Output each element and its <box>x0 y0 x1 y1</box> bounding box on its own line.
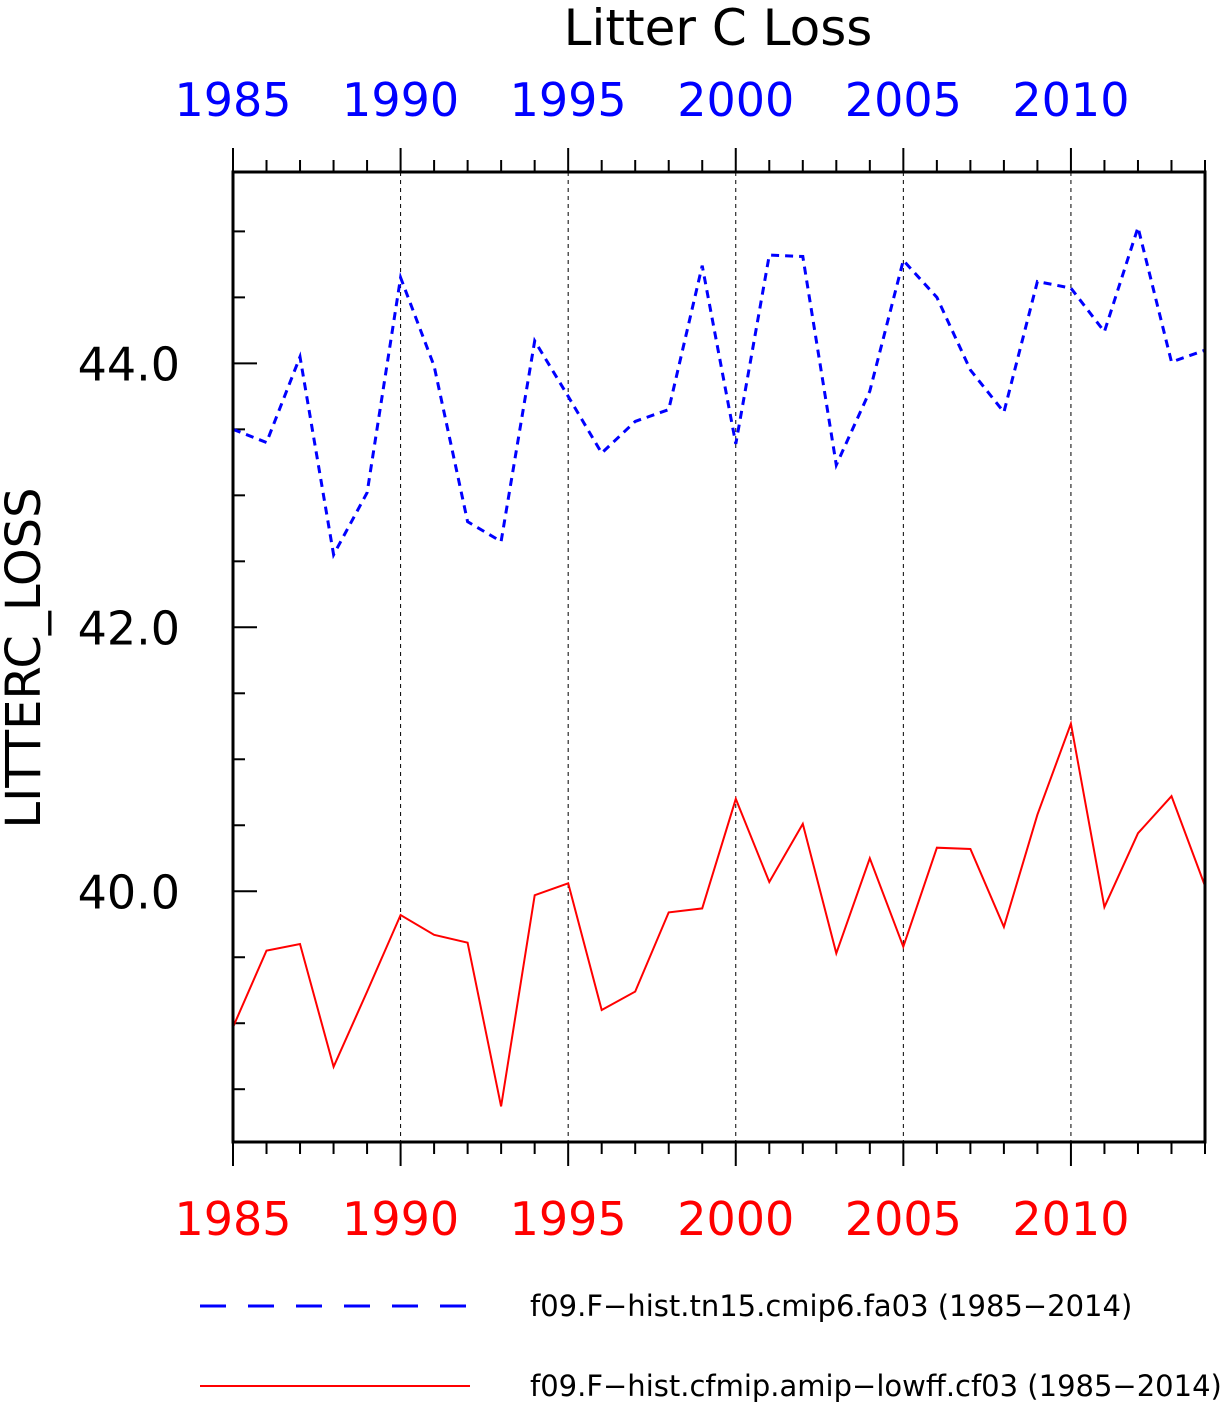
tick-labels: 40.0 42.0 44.0 1985 1985 1990 1990 1995 1995 2000… <box>78 73 1130 1246</box>
legend-label-1: f09.F−hist.cfmip.amip−lowff.cf03 (1985−2… <box>530 1369 1222 1403</box>
x-tick-label-bottom: 2005 <box>845 1192 962 1246</box>
axis-ticks <box>232 148 1206 1166</box>
legend-label-0: f09.F−hist.tn15.cmip6.fa03 (1985−2014) <box>530 1289 1132 1323</box>
plot-frame <box>231 170 1207 1144</box>
x-tick-label-bottom: 2000 <box>677 1192 794 1246</box>
x-tick-label-top: 1985 <box>174 73 291 127</box>
y-axis-label: LITTERC_LOSS <box>0 487 52 828</box>
x-tick-label-top: 2005 <box>845 73 962 127</box>
x-tick-label-bottom: 1990 <box>342 1192 459 1246</box>
x-tick-label-top: 1990 <box>342 73 459 127</box>
x-tick-label-top: 2010 <box>1012 73 1129 127</box>
y-tick-label: 40.0 <box>78 865 180 919</box>
x-tick-label-top: 1995 <box>510 73 627 127</box>
series-layer <box>232 221 1206 1107</box>
chart-title: Litter C Loss <box>564 0 873 57</box>
y-tick-label: 42.0 <box>78 601 180 655</box>
x-tick-label-bottom: 2010 <box>1012 1192 1129 1246</box>
series-line-1 <box>232 719 1206 1107</box>
x-tick-label-bottom: 1995 <box>510 1192 627 1246</box>
x-tick-label-bottom: 1985 <box>174 1192 291 1246</box>
legend: f09.F−hist.tn15.cmip6.fa03 (1985−2014) f0… <box>200 1289 1222 1403</box>
gridlines <box>400 172 1072 1142</box>
series-line-0 <box>232 221 1206 560</box>
y-tick-label: 44.0 <box>78 337 180 391</box>
x-tick-label-top: 2000 <box>677 73 794 127</box>
